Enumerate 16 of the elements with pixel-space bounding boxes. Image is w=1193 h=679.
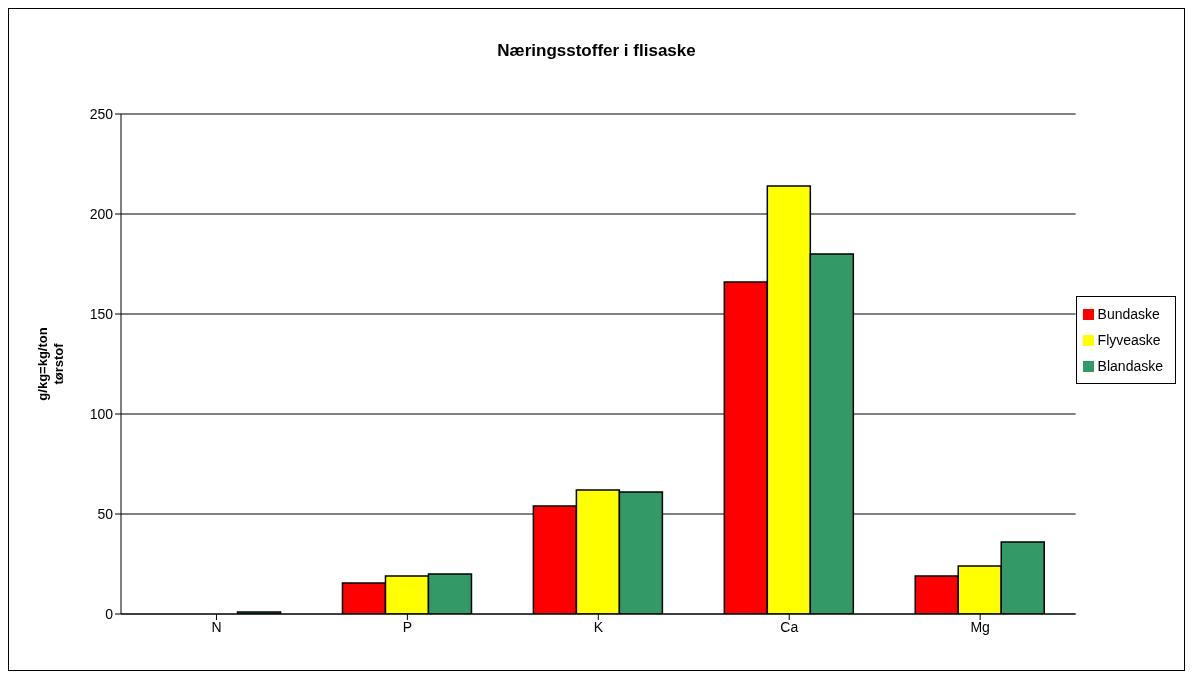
legend-label: Bundaske (1097, 305, 1160, 322)
y-tick-label: 100 (89, 405, 114, 422)
x-tick-label: Mg (970, 618, 990, 635)
y-tick-label: 200 (89, 205, 114, 222)
y-axis-title: g/kg=kg/ton tørstof (35, 327, 66, 401)
x-tick-label: K (593, 618, 604, 635)
y-tick-label: 0 (105, 605, 114, 622)
x-tick-label: P (402, 618, 413, 635)
chart-title: Næringsstoffer i flisaske (496, 41, 697, 61)
y-tick-label: 50 (97, 505, 114, 522)
y-tick-label: 150 (89, 305, 114, 322)
x-tick-label: Ca (780, 618, 799, 635)
y-tick-label: 250 (89, 105, 114, 122)
x-tick-label: N (211, 618, 222, 635)
legend-label: Flyveaske (1097, 331, 1161, 348)
legend-label: Blandaske (1097, 357, 1163, 374)
